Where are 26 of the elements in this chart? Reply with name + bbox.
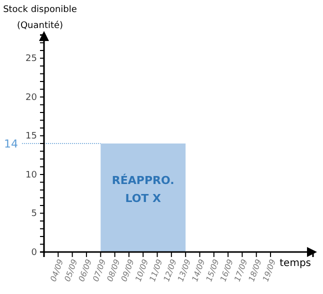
x-tick-label: 10/09	[134, 258, 150, 283]
y-tick-label: 20	[26, 92, 38, 103]
y-tick-label: 10	[26, 170, 38, 180]
x-tick-label: 12/09	[162, 258, 178, 283]
x-tick-label: 14/09	[190, 258, 207, 283]
y-tick-label: 15	[26, 132, 37, 142]
x-tick-label: 09/09	[120, 258, 136, 283]
x-tick-label: 04/09	[48, 258, 66, 283]
annotation: RÉAPPRO. LOT X	[112, 172, 174, 205]
x-tick-label: 07/09	[91, 258, 108, 283]
x-tick-label: 19/09	[261, 258, 278, 283]
x-tick-label: 06/09	[77, 258, 94, 283]
y-tick-label: 25	[26, 54, 37, 64]
x-tick-label: 17/09	[232, 258, 250, 283]
x-tick-label: 15/09	[204, 258, 221, 283]
x-axis-title: temps	[280, 258, 311, 269]
y-axis-title: Stock disponible (Quantité)	[3, 5, 78, 31]
x-tick-label: 08/09	[105, 258, 122, 283]
x-tick-label: 16/09	[218, 258, 236, 283]
x-tick-label: 18/09	[246, 258, 264, 283]
x-tick-label: 11/09	[148, 258, 164, 283]
y-tick-label: 0	[31, 248, 38, 258]
x-tick-label: 05/09	[62, 258, 80, 283]
x-tick-label: 13/09	[176, 258, 193, 283]
y-tick-label: 5	[31, 209, 37, 220]
ref-line-label: 14	[4, 138, 18, 150]
